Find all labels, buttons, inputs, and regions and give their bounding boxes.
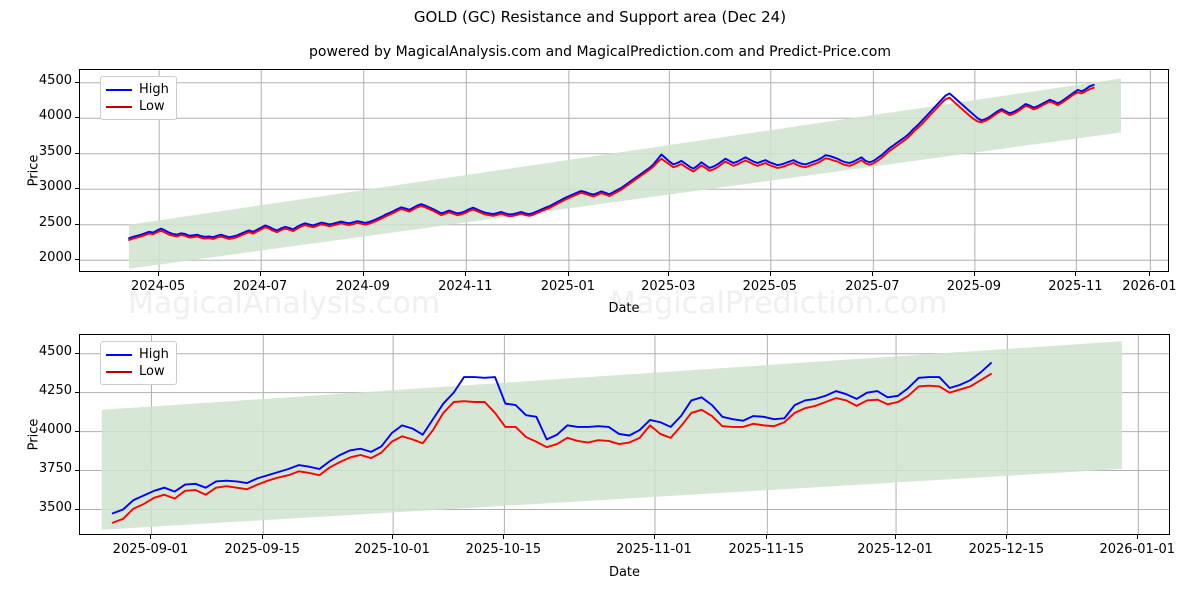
x-tick-label: 2025-11 (1048, 279, 1103, 294)
legend-swatch-high-icon (106, 353, 132, 356)
y-axis-label: Price (26, 154, 42, 187)
chart-panel-zoom-range (79, 334, 1170, 535)
x-tick-mark (1137, 535, 1139, 539)
legend-label-low: Low (139, 99, 165, 114)
x-tick-mark (158, 272, 160, 276)
x-tick-mark (769, 272, 771, 276)
legend-item-low: Low (106, 98, 169, 115)
x-tick-label: 2025-11-15 (728, 542, 805, 557)
y-tick-mark (75, 469, 79, 471)
plot-area (79, 69, 1169, 272)
y-tick-label: 4250 (38, 382, 72, 398)
x-tick-label: 2026-01 (1122, 279, 1177, 294)
x-tick-label: 2025-10-15 (465, 542, 542, 557)
x-tick-label: 2025-09-15 (224, 542, 301, 557)
y-tick-mark (75, 391, 79, 393)
y-tick-mark (75, 352, 79, 354)
y-tick-label: 3500 (38, 143, 72, 159)
x-tick-label: 2025-11-01 (616, 542, 692, 557)
x-tick-mark (895, 535, 897, 539)
x-tick-label: 2024-09 (335, 279, 390, 294)
x-tick-label: 2026-01-15 (1190, 542, 1200, 557)
x-tick-mark (260, 272, 262, 276)
legend-swatch-high-icon (106, 88, 132, 91)
x-tick-mark (872, 272, 874, 276)
x-tick-mark (362, 272, 364, 276)
y-tick-label: 4500 (38, 72, 72, 88)
y-tick-mark (75, 223, 79, 225)
page-subtitle: powered by MagicalAnalysis.com and Magic… (309, 44, 891, 60)
x-tick-mark (465, 272, 467, 276)
x-tick-mark (567, 272, 569, 276)
y-tick-mark (75, 188, 79, 190)
legend-item-low: Low (106, 363, 169, 380)
x-tick-label: 2025-09 (946, 279, 1002, 294)
legend-item-high: High (106, 81, 169, 98)
x-tick-mark (1149, 272, 1151, 276)
y-tick-mark (75, 259, 79, 261)
legend-zoom-range: High Low (100, 341, 177, 385)
y-tick-mark (75, 508, 79, 510)
y-tick-label: 2000 (38, 250, 72, 266)
y-tick-label: 3000 (38, 179, 72, 195)
x-tick-label: 2025-05 (742, 279, 797, 294)
legend-label-high: High (139, 347, 169, 362)
y-tick-mark (75, 430, 79, 432)
legend-full-range: High Low (100, 76, 177, 120)
x-axis-label: Date (608, 565, 641, 580)
y-tick-label: 3500 (38, 499, 72, 515)
x-tick-label: 2025-07 (845, 279, 900, 294)
x-tick-label: 2025-01 (540, 279, 596, 294)
x-tick-mark (766, 535, 768, 539)
x-tick-label: 2024-07 (233, 279, 288, 294)
x-axis-label: Date (608, 301, 640, 316)
x-tick-mark (150, 535, 152, 539)
plot-svg (80, 70, 1168, 271)
x-tick-mark (503, 535, 505, 539)
x-tick-mark (262, 535, 264, 539)
y-tick-mark (75, 117, 79, 119)
plot-area (79, 334, 1170, 535)
legend-swatch-low-icon (106, 105, 132, 108)
y-tick-label: 4500 (38, 343, 72, 359)
page-title: GOLD (GC) Resistance and Support area (D… (413, 8, 787, 26)
y-tick-mark (75, 81, 79, 83)
x-tick-mark (653, 535, 655, 539)
x-tick-mark (1075, 272, 1077, 276)
x-tick-mark (392, 535, 394, 539)
legend-swatch-low-icon (106, 370, 132, 373)
x-tick-label: 2024-11 (438, 279, 493, 294)
y-tick-mark (75, 152, 79, 154)
plot-svg (80, 335, 1169, 534)
x-tick-label: 2026-01-01 (1099, 542, 1176, 557)
x-tick-mark (668, 272, 670, 276)
x-tick-label: 2024-05 (130, 279, 186, 294)
x-tick-mark (973, 272, 975, 276)
chart-panel-full-range (79, 69, 1169, 272)
y-tick-label: 4000 (38, 108, 72, 124)
y-tick-label: 3750 (38, 460, 72, 476)
x-tick-label: 2025-12-15 (968, 542, 1045, 557)
y-tick-label: 2500 (38, 214, 72, 230)
x-tick-label: 2025-12-01 (857, 542, 933, 557)
x-tick-label: 2025-09-01 (112, 542, 189, 557)
x-tick-label: 2025-10-01 (354, 542, 430, 557)
legend-label-low: Low (139, 364, 165, 379)
legend-label-high: High (139, 82, 169, 97)
y-tick-label: 4000 (38, 421, 72, 437)
x-tick-mark (1006, 535, 1008, 539)
y-axis-label: Price (26, 418, 42, 451)
legend-item-high: High (106, 346, 169, 363)
x-tick-label: 2025-03 (641, 279, 696, 294)
